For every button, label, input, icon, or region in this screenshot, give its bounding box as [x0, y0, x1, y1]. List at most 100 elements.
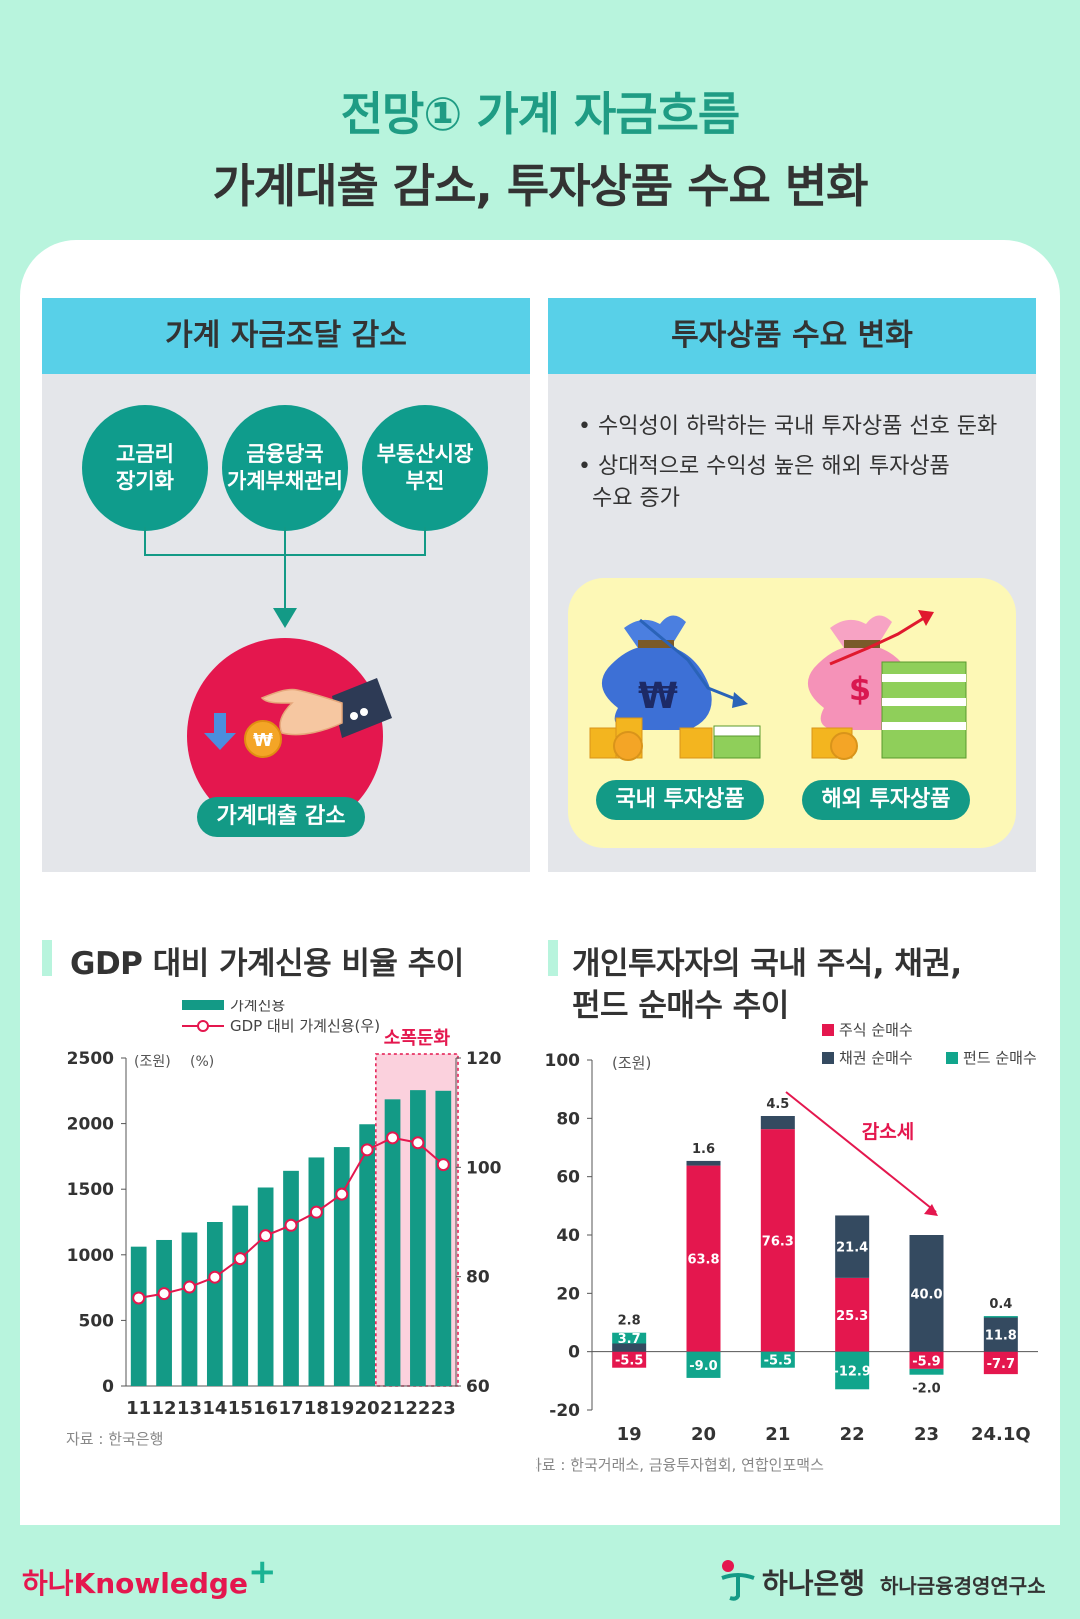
fund-bar [686, 1351, 721, 1378]
gdp-ratio-point [309, 1205, 323, 1219]
trend-arrow-head-icon [924, 1204, 938, 1216]
stock-value-label: 25.3 [836, 1309, 868, 1324]
fund-value-label: 3.7 [618, 1332, 641, 1347]
gdp-ratio-point [182, 1280, 196, 1294]
x-tick: 15 [228, 1398, 253, 1419]
hana-knowledge-logo: 하나Knowledge+ [22, 1552, 277, 1600]
y-left-tick: 0 [102, 1377, 114, 1397]
bond-value-label: 4.5 [766, 1097, 789, 1112]
gdp-ratio-point [259, 1229, 273, 1243]
gdp-ratio-point [360, 1143, 374, 1157]
credit-bar [384, 1099, 401, 1386]
y-tick: 100 [545, 1051, 581, 1071]
y-tick: 20 [556, 1284, 580, 1304]
credit-bar [181, 1232, 198, 1386]
y-left-tick: 1000 [67, 1246, 114, 1266]
trend-arrow-line [785, 1091, 937, 1213]
bond-value-label: 21.4 [836, 1241, 868, 1256]
chart1-source: 자료 : 한국은행 [66, 1430, 163, 1448]
gdp-ratio-point [208, 1270, 222, 1284]
left-panel-title: 가계 자금조달 감소 [42, 298, 530, 374]
cause-circle-high-rates: 고금리 장기화 [82, 405, 208, 531]
chart2-title-line2: 펀드 순매수 추이 [572, 988, 789, 1024]
credit-bar [232, 1205, 249, 1386]
x-tick: 19 [329, 1398, 354, 1419]
legend-credit-swatch [182, 1000, 224, 1010]
hana-institute-name: 하나금융경영연구소 [880, 1574, 1046, 1598]
y-right-tick: 60 [466, 1377, 490, 1397]
fund-bar [835, 1351, 870, 1390]
x-tick: 21 [380, 1398, 405, 1419]
y-right-tick: 120 [466, 1049, 502, 1069]
fund-value-label: -9.0 [689, 1359, 717, 1374]
stock-bar [612, 1351, 647, 1368]
gdp-ratio-point [233, 1252, 247, 1266]
x-tick: 24.1Q [971, 1424, 1031, 1445]
y-tick: 80 [556, 1109, 580, 1129]
right-panel-title: 투자상품 수요 변화 [548, 298, 1036, 374]
trend-label: 감소세 [862, 1121, 914, 1143]
credit-bar [283, 1170, 299, 1386]
highlight-label: 소폭둔화 [384, 1028, 451, 1049]
svg-text:₩: ₩ [638, 676, 678, 717]
credit-bar [410, 1090, 426, 1386]
loan-decrease-circle [187, 638, 383, 834]
legend-stock-label: 주식 순매수 [839, 1021, 913, 1039]
bond-value-label: 40.0 [910, 1287, 942, 1302]
gdp-ratio-point [436, 1158, 450, 1172]
stock-value-label: 76.3 [762, 1234, 794, 1249]
down-arrow-icon [214, 713, 226, 735]
hand-icon [260, 688, 343, 736]
y-left-tick: 1500 [67, 1180, 114, 1200]
legend-ratio-point [197, 1020, 209, 1032]
y-right-tick: 100 [466, 1158, 502, 1178]
fund-value-label: -5.5 [764, 1354, 792, 1369]
fund-bar [909, 1368, 944, 1375]
x-tick: 14 [202, 1398, 227, 1419]
gdp-ratio-point [386, 1131, 400, 1145]
bullet-2-cont: 수요 증가 [592, 486, 680, 511]
stock-bar [909, 1351, 944, 1369]
bond-bar [612, 1343, 647, 1352]
chart1-title: GDP 대비 가계신용 비율 추이 [70, 946, 464, 982]
y-tick: -20 [549, 1401, 580, 1421]
stock-bar [983, 1351, 1018, 1375]
stock-bar [760, 1129, 795, 1352]
gdp-ratio-point [132, 1291, 146, 1305]
household-credit-chart: 소폭둔화 2500 2000 1500 1000 500 0 120 100 80 60 (조원) (%… [66, 1000, 502, 1448]
x-tick: 17 [278, 1398, 303, 1419]
credit-bar [333, 1147, 350, 1386]
bond-bar [983, 1317, 1018, 1352]
loan-decrease-label: 가계대출 감소 [197, 797, 365, 837]
gdp-ratio-point [411, 1136, 425, 1150]
credit-bar [257, 1187, 274, 1386]
x-tick: 19 [617, 1424, 642, 1445]
stock-value-label: -7.7 [987, 1357, 1015, 1372]
x-tick: 12 [152, 1398, 177, 1419]
legend-fund-swatch [946, 1052, 958, 1064]
y-left-tick: 2500 [67, 1049, 114, 1069]
fund-value-label: -12.9 [833, 1364, 870, 1379]
bond-bar [760, 1116, 795, 1130]
legend-fund-label: 펀드 순매수 [963, 1049, 1037, 1067]
bullet-1: • 수익성이 하락하는 국내 투자상품 선호 둔화 [578, 414, 998, 439]
bond-value-label: 2.8 [618, 1314, 641, 1329]
fund-bar [760, 1351, 795, 1368]
products-graphics: ₩ $ [589, 610, 967, 761]
x-tick: 20 [355, 1398, 380, 1419]
plus-icon: + [247, 1552, 277, 1592]
flow-arrow-icon [273, 608, 297, 628]
bond-bar [686, 1160, 721, 1166]
x-tick: 22 [840, 1424, 865, 1445]
x-tick: 23 [914, 1424, 939, 1445]
cause-circle-real-estate: 부동산시장 부진 [362, 405, 488, 531]
y-left-unit: (조원) [134, 1054, 171, 1070]
gdp-ratio-point [284, 1218, 298, 1232]
x-tick: 21 [765, 1424, 790, 1445]
credit-bar [359, 1124, 376, 1386]
x-tick: 13 [177, 1398, 202, 1419]
cause-circle-debt-management: 금융당국 가계부채관리 [222, 405, 348, 531]
legend-bond-swatch [822, 1052, 834, 1064]
sleeve-icon [332, 678, 392, 738]
svg-text:$: $ [849, 670, 871, 708]
